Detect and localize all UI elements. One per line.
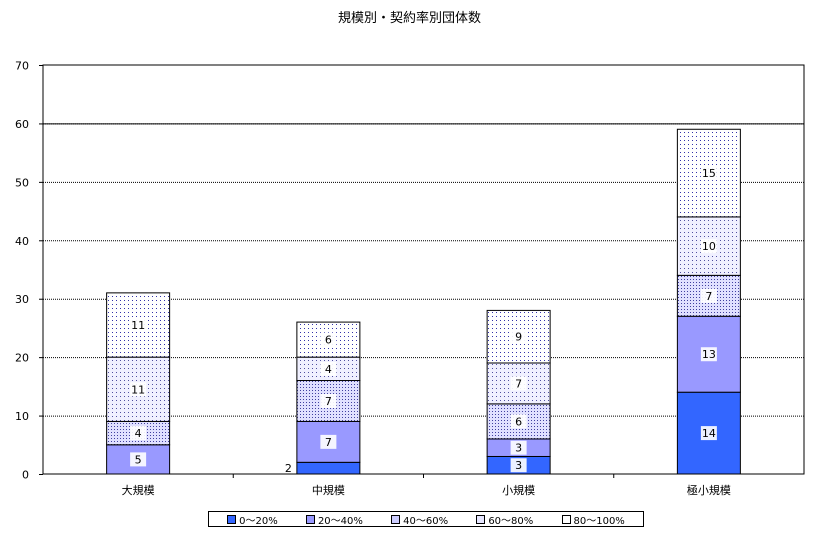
data-label-bg bbox=[700, 288, 717, 303]
y-tick-label: 70 bbox=[15, 60, 29, 73]
y-tick-label: 0 bbox=[22, 469, 29, 482]
chart-legend: 0～20% 20～40% 40～60% 60～80% 80～100% bbox=[208, 511, 644, 527]
data-label: 11 bbox=[131, 319, 145, 332]
data-label: 6 bbox=[325, 334, 332, 347]
data-label-bg bbox=[130, 452, 147, 467]
legend-item: 0～20% bbox=[227, 512, 278, 527]
bar-segment bbox=[296, 461, 361, 475]
legend-label: 20～40% bbox=[317, 515, 363, 527]
data-label: 3 bbox=[515, 459, 522, 472]
legend-item: 40～60% bbox=[391, 512, 448, 527]
data-label: 9 bbox=[515, 331, 522, 344]
data-label: 10 bbox=[702, 240, 716, 253]
legend-swatch bbox=[476, 514, 486, 524]
legend-swatch bbox=[305, 514, 315, 524]
data-label-bg bbox=[320, 361, 337, 376]
data-label-bg bbox=[700, 166, 717, 181]
x-tick-label: 極小規模 bbox=[687, 483, 731, 497]
legend-swatch bbox=[561, 514, 571, 524]
data-label-bg bbox=[510, 329, 527, 344]
data-label: 4 bbox=[135, 427, 142, 440]
data-label-bg bbox=[130, 318, 147, 333]
data-label-bg bbox=[130, 426, 147, 441]
data-label: 11 bbox=[131, 383, 145, 396]
legend-label: 0～20% bbox=[239, 515, 278, 527]
data-label: 3 bbox=[515, 442, 522, 455]
data-label-bg bbox=[510, 414, 527, 429]
legend-swatch bbox=[391, 514, 401, 524]
y-tick-label: 50 bbox=[15, 176, 29, 189]
data-label-bg bbox=[700, 426, 717, 441]
data-label-bg bbox=[320, 434, 337, 449]
legend-label: 60～80% bbox=[488, 515, 534, 527]
data-label: 4 bbox=[325, 363, 332, 376]
legend-item: 80～100% bbox=[561, 512, 625, 527]
legend-item: 20～40% bbox=[305, 512, 363, 527]
legend-label: 40～60% bbox=[403, 515, 449, 527]
y-tick-label: 40 bbox=[15, 235, 29, 248]
data-label-bg bbox=[510, 440, 527, 455]
y-tick-label: 10 bbox=[15, 410, 29, 423]
legend-label: 80～100% bbox=[573, 515, 625, 527]
data-label: 5 bbox=[135, 453, 142, 466]
data-label: 6 bbox=[515, 415, 522, 428]
data-label: 7 bbox=[325, 436, 332, 449]
y-tick-label: 30 bbox=[15, 293, 29, 306]
data-label: 7 bbox=[515, 377, 522, 390]
x-tick-label: 中規模 bbox=[312, 483, 345, 497]
data-label-bg bbox=[510, 458, 527, 473]
data-label: 2 bbox=[285, 462, 292, 475]
legend-swatch bbox=[227, 514, 237, 524]
data-label-bg bbox=[700, 239, 717, 254]
x-tick-label: 大規模 bbox=[122, 483, 155, 497]
y-tick-label: 60 bbox=[15, 118, 29, 131]
data-label: 15 bbox=[702, 167, 716, 180]
chart-title: 規模別・契約率別団体数 bbox=[337, 11, 481, 26]
data-label-bg bbox=[320, 332, 337, 347]
data-label-bg bbox=[130, 382, 147, 397]
data-label: 7 bbox=[325, 395, 332, 408]
data-label: 14 bbox=[702, 427, 716, 440]
x-tick-label: 小規模 bbox=[502, 483, 535, 497]
legend-item: 60～80% bbox=[476, 512, 533, 527]
y-tick-label: 20 bbox=[15, 352, 29, 365]
data-label-bg bbox=[700, 347, 717, 362]
data-label-bg bbox=[510, 376, 527, 391]
data-label: 13 bbox=[702, 348, 716, 361]
data-label: 7 bbox=[705, 290, 712, 303]
data-label-bg bbox=[320, 393, 337, 408]
